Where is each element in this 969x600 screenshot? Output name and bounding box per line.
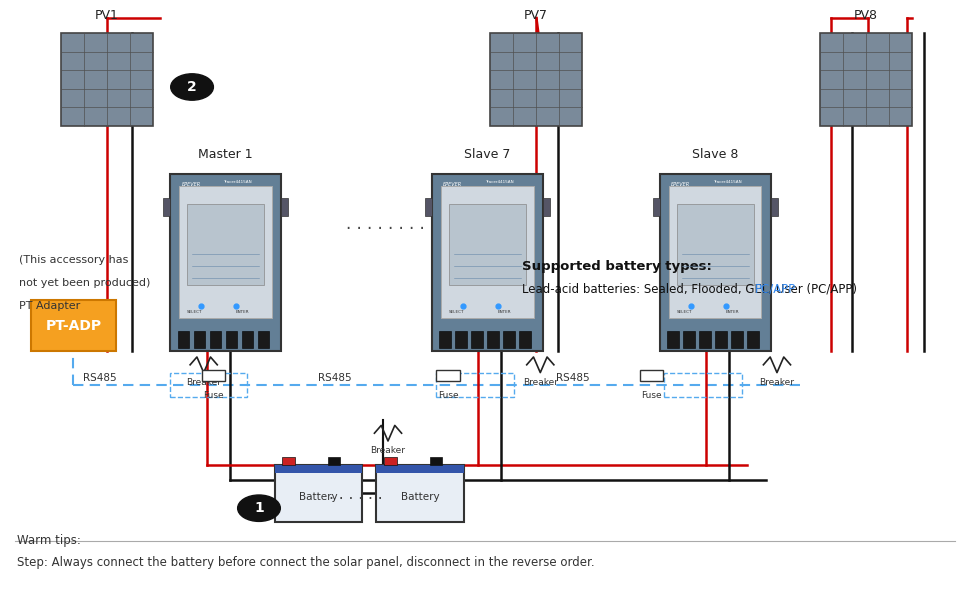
Text: RS485: RS485 xyxy=(318,373,352,383)
Text: · · · · · ·: · · · · · · xyxy=(328,492,383,506)
Text: EPEVER: EPEVER xyxy=(181,182,201,187)
Bar xyxy=(489,33,581,126)
Text: Battery: Battery xyxy=(298,491,337,502)
Bar xyxy=(431,174,543,351)
Bar xyxy=(746,331,758,348)
Bar xyxy=(436,373,514,397)
Text: Supported battery types:: Supported battery types: xyxy=(521,260,711,273)
Bar xyxy=(441,186,533,318)
Text: Breaker: Breaker xyxy=(522,378,557,387)
Bar xyxy=(187,204,264,285)
Bar xyxy=(669,186,761,318)
Bar xyxy=(455,331,467,348)
Text: Fuse: Fuse xyxy=(437,391,458,400)
Bar xyxy=(384,457,396,465)
Bar xyxy=(676,204,753,285)
Text: RS485: RS485 xyxy=(555,373,589,383)
Text: PC/APP: PC/APP xyxy=(754,282,796,295)
Text: Slave 7: Slave 7 xyxy=(464,148,510,161)
Text: Master 1: Master 1 xyxy=(198,148,253,161)
Text: Lead-acid batteries: Sealed, Flooded, GEL, User (PC/APP): Lead-acid batteries: Sealed, Flooded, GE… xyxy=(521,282,856,295)
Bar xyxy=(731,331,742,348)
Bar xyxy=(436,370,459,381)
Bar xyxy=(659,174,770,351)
Bar xyxy=(282,457,295,465)
Text: Breaker: Breaker xyxy=(759,378,794,387)
Bar xyxy=(376,465,463,473)
Text: EPEVER: EPEVER xyxy=(671,182,690,187)
Text: EPEVER: EPEVER xyxy=(443,182,462,187)
Bar xyxy=(503,331,515,348)
Text: PT Adapter: PT Adapter xyxy=(19,301,80,311)
Circle shape xyxy=(237,495,280,521)
Bar xyxy=(170,373,247,397)
Bar xyxy=(170,174,281,351)
Bar xyxy=(682,331,694,348)
Bar xyxy=(449,204,525,285)
Bar xyxy=(471,331,483,348)
Text: Fuse: Fuse xyxy=(641,391,662,400)
Bar xyxy=(424,198,431,216)
Bar xyxy=(376,465,463,522)
Bar xyxy=(209,331,221,348)
Text: ENTER: ENTER xyxy=(725,310,738,314)
Text: Step: Always connect the battery before connect the solar panel, disconnect in t: Step: Always connect the battery before … xyxy=(17,556,594,569)
Bar xyxy=(652,198,659,216)
Bar xyxy=(274,465,361,522)
Text: Tracer4415AN: Tracer4415AN xyxy=(223,181,252,184)
Text: Warm tips:: Warm tips: xyxy=(17,534,81,547)
Text: SELECT: SELECT xyxy=(449,310,464,314)
Text: Fuse: Fuse xyxy=(203,391,224,400)
Bar xyxy=(667,331,678,348)
Text: PV8: PV8 xyxy=(853,9,877,22)
Text: Breaker: Breaker xyxy=(186,378,221,387)
Text: Slave 8: Slave 8 xyxy=(692,148,737,161)
Bar xyxy=(281,198,288,216)
Bar xyxy=(715,331,727,348)
Bar xyxy=(819,33,911,126)
Text: PV7: PV7 xyxy=(523,9,547,22)
Text: PT-ADP: PT-ADP xyxy=(46,319,102,332)
Bar xyxy=(241,331,253,348)
Text: · · · · · · · ·: · · · · · · · · xyxy=(345,220,424,238)
Bar xyxy=(163,198,170,216)
Text: ENTER: ENTER xyxy=(497,310,511,314)
Bar xyxy=(328,457,340,465)
Bar xyxy=(274,465,361,473)
Text: ENTER: ENTER xyxy=(235,310,249,314)
Text: RS485: RS485 xyxy=(83,373,117,383)
Bar xyxy=(487,331,498,348)
Text: 1: 1 xyxy=(254,501,264,515)
Text: SELECT: SELECT xyxy=(187,310,203,314)
Bar xyxy=(519,331,531,348)
Text: PV1: PV1 xyxy=(95,9,119,22)
Bar xyxy=(543,198,549,216)
Text: not yet been produced): not yet been produced) xyxy=(19,278,150,288)
Bar xyxy=(225,331,236,348)
Bar xyxy=(257,331,268,348)
Circle shape xyxy=(171,74,213,100)
Bar xyxy=(193,331,205,348)
Bar xyxy=(202,370,225,381)
Bar xyxy=(429,457,442,465)
Bar xyxy=(439,331,451,348)
Text: SELECT: SELECT xyxy=(676,310,692,314)
Bar xyxy=(61,33,153,126)
Bar xyxy=(664,373,741,397)
Text: Breaker: Breaker xyxy=(370,446,405,455)
Bar xyxy=(179,186,271,318)
Text: (This accessory has: (This accessory has xyxy=(19,255,129,265)
Text: Tracer4415AN: Tracer4415AN xyxy=(712,181,741,184)
Text: 2: 2 xyxy=(187,80,197,94)
Text: Tracer4415AN: Tracer4415AN xyxy=(484,181,514,184)
Bar xyxy=(640,370,663,381)
Bar xyxy=(770,198,777,216)
Bar xyxy=(699,331,710,348)
Bar xyxy=(31,300,116,351)
Text: Battery: Battery xyxy=(400,491,439,502)
Bar xyxy=(177,331,189,348)
